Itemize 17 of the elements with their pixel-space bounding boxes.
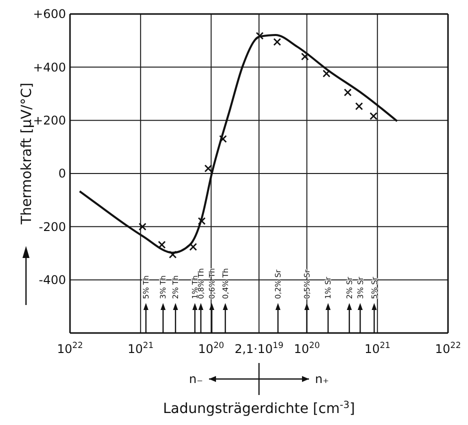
x-tick-label: 10$^{20}$ [198,340,224,356]
y-tick-label: +200 [33,114,66,128]
x-tick-label: 10$^{20}$ [294,340,320,356]
y-tick-label: 0 [58,166,66,181]
x-tick-label: 10$^{22}$ [435,340,461,356]
y-tick-label: -200 [38,220,66,234]
y-tick-label: +600 [33,7,66,22]
text: n₊ [315,372,329,386]
y-axis-title: Thermokraft [µV/°C] [19,82,35,226]
x-axis-title: Ladungsträgerdichte [cm$^{-3}$] [163,400,355,417]
x-tick-label: 10$^{22}$ [57,340,83,356]
x-tick-label: 10$^{21}$ [128,340,154,356]
x-tick-label: 10$^{21}$ [364,340,390,356]
x-tick-label: 2,1·10$^{19}$ [234,340,284,356]
text: n₋ [189,372,203,386]
y-tick-label: -400 [38,273,66,288]
y-tick-label: +400 [33,60,66,74]
